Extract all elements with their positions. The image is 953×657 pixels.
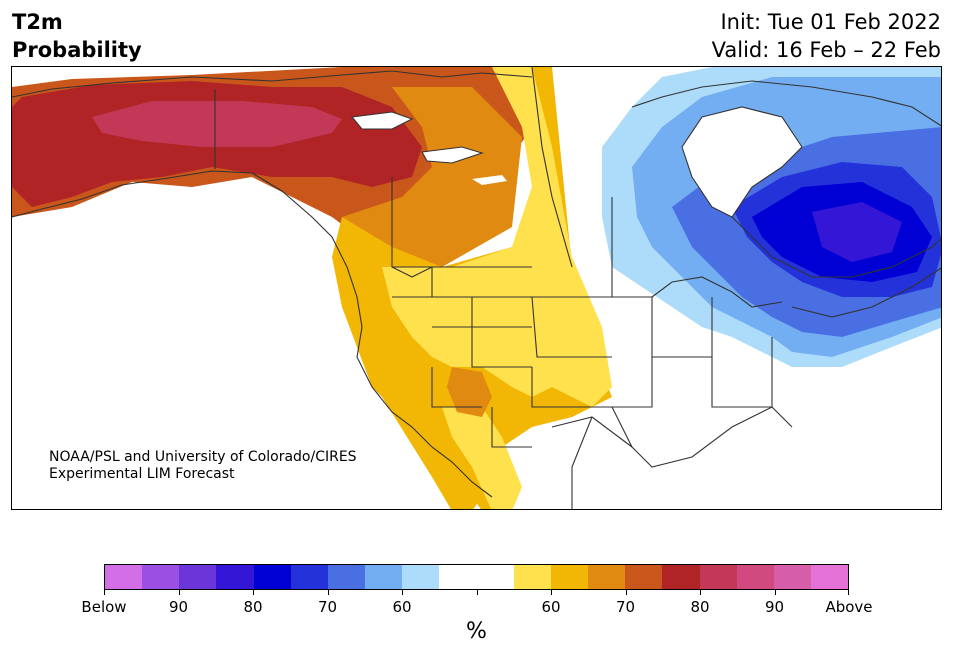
- forecast-map: [11, 66, 942, 510]
- colorbar-tick-label: 70: [615, 598, 636, 616]
- colorbar-segment: [699, 565, 737, 589]
- colorbar-ticks: [104, 590, 849, 598]
- colorbar-tick-label: 60: [392, 598, 412, 616]
- colorbar-segment: [513, 565, 551, 589]
- colorbar-segment: [105, 565, 143, 589]
- map-outlines: [12, 67, 941, 509]
- colorbar-tick-label: 90: [764, 598, 785, 616]
- colorbar-segment: [550, 565, 589, 589]
- credit-line-1: NOAA/PSL and University of Colorado/CIRE…: [49, 449, 357, 465]
- region-gold-coast: [357, 307, 482, 509]
- colorbar-tick-label: 60: [541, 598, 561, 616]
- chart-title: T2m Probability: [12, 8, 142, 64]
- colorbar-tick-label: 80: [690, 598, 710, 616]
- colorbar-tick-label: 80: [243, 598, 263, 616]
- credit-line-2: Experimental LIM Forecast: [49, 466, 235, 482]
- forecast-dates: Init: Tue 01 Feb 2022 Valid: 16 Feb – 22…: [712, 8, 941, 64]
- colorbar-tick: [402, 590, 403, 595]
- colorbar-tick: [848, 590, 849, 595]
- colorbar-segment: [142, 565, 180, 589]
- region-yellow-central: [382, 67, 612, 407]
- region-indigo-core: [812, 202, 902, 262]
- valid-date: Valid: 16 Feb – 22 Feb: [711, 38, 941, 62]
- map-credit: NOAA/PSL and University of Colorado/CIRE…: [49, 449, 357, 483]
- region-orange-sw: [447, 367, 492, 417]
- colorbar-segment: [327, 565, 366, 589]
- colorbar-segment: [365, 565, 403, 589]
- colorbar-tick-label: Above: [825, 598, 873, 616]
- colorbar-tick: [476, 590, 478, 595]
- region-yellow-baja: [442, 407, 522, 509]
- colorbar-tick-label: 70: [317, 598, 338, 616]
- colorbar-tick: [178, 590, 180, 595]
- colorbar-segment: [662, 565, 700, 589]
- hudson-bay: [682, 107, 802, 217]
- colorbar-segment: [625, 565, 663, 589]
- init-date: Init: Tue 01 Feb 2022: [720, 10, 941, 34]
- colorbar-tick-label: 90: [168, 598, 189, 616]
- colorbar-tick: [104, 590, 105, 595]
- region-orange-band: [342, 87, 522, 267]
- colorbar-segment: [179, 565, 217, 589]
- colorbar-segment: [290, 565, 328, 589]
- colorbar-segment: [773, 565, 811, 589]
- title-line-1: T2m: [12, 10, 63, 34]
- colorbar-tick: [327, 590, 329, 595]
- colorbar-tick: [625, 590, 627, 595]
- colorbar-tick-label: Below: [81, 598, 127, 616]
- region-crimson-core: [92, 101, 342, 147]
- colorbar-segment: [476, 565, 514, 589]
- colorbar-tick: [774, 590, 776, 595]
- great-slave-lake: [422, 147, 482, 163]
- lake-athabasca: [472, 175, 507, 185]
- gulf-of-mexico: [552, 407, 732, 509]
- colorbar-segment: [810, 565, 849, 589]
- title-line-2: Probability: [12, 38, 142, 62]
- great-bear-lake: [352, 112, 412, 129]
- colorbar-tick: [253, 590, 254, 595]
- colorbar-segment: [439, 565, 477, 589]
- probability-colorbar: [104, 564, 849, 590]
- colorbar-segment: [253, 565, 291, 589]
- colorbar-tick: [551, 590, 552, 595]
- colorbar-segment: [736, 565, 774, 589]
- colorbar-tick: [700, 590, 701, 595]
- colorbar-segment: [402, 565, 440, 589]
- colorbar-segment: [588, 565, 626, 589]
- colorbar-segment: [216, 565, 254, 589]
- colorbar-units: %: [466, 619, 487, 644]
- map-graphic: [12, 67, 941, 509]
